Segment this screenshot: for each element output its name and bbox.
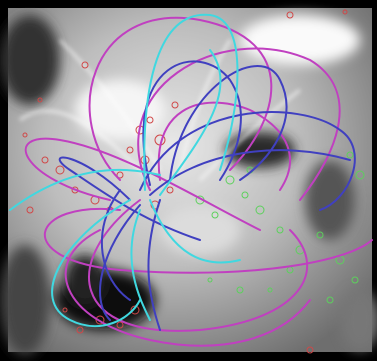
page [0, 0, 377, 361]
solar-field-image [0, 0, 377, 361]
